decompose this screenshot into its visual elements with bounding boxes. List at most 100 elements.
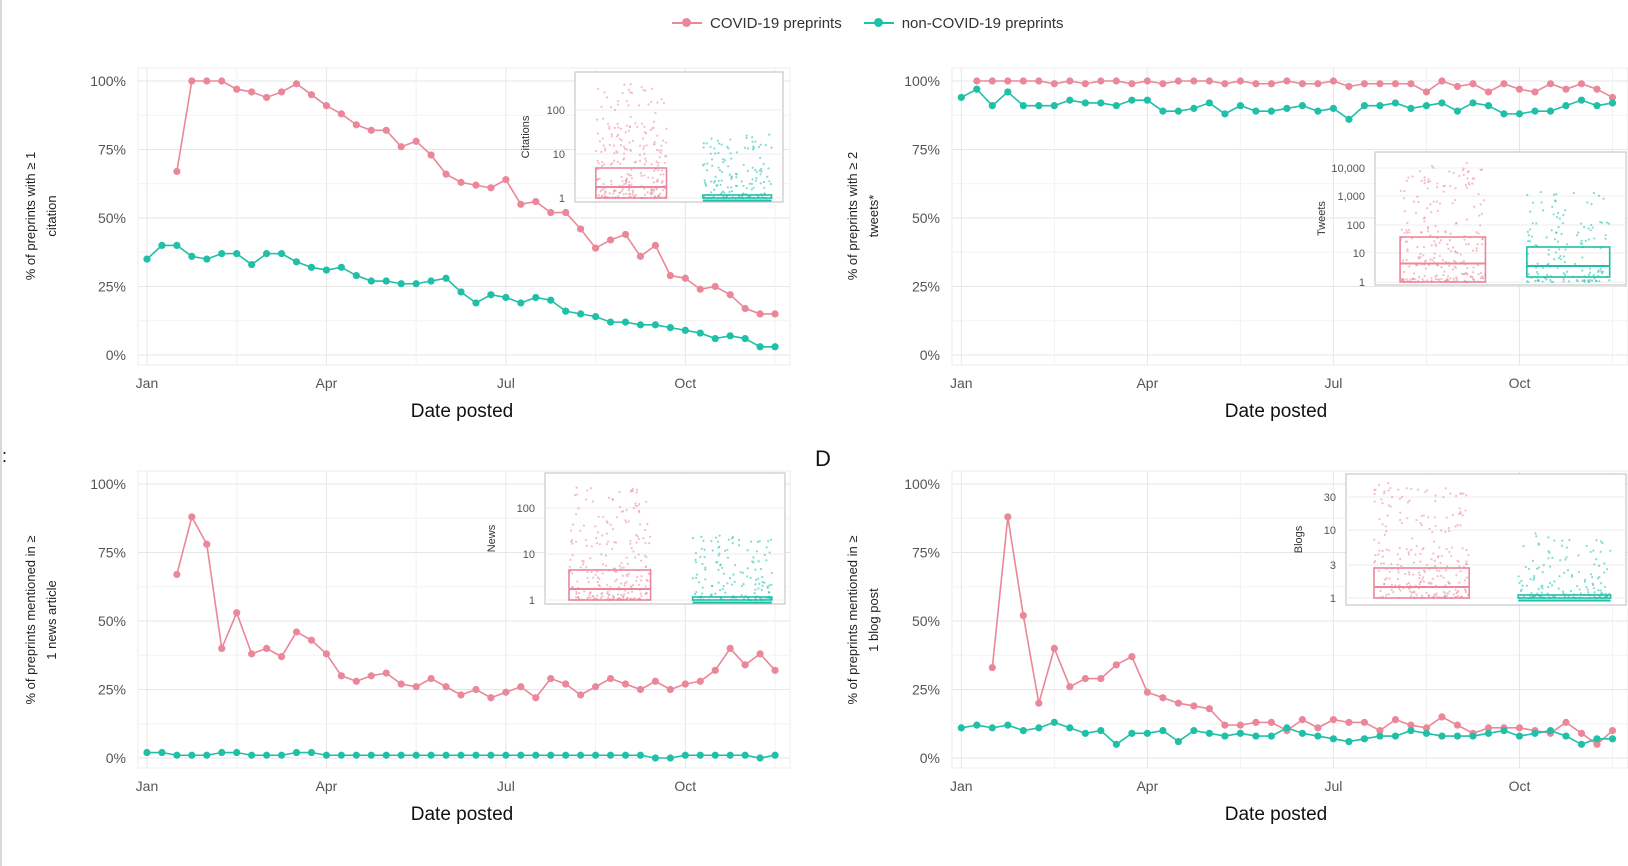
inset-jitter-point [619, 144, 622, 147]
inset-jitter-point [644, 89, 647, 92]
data-point-noncovid [1453, 107, 1462, 115]
inset-jitter-point [1518, 581, 1521, 585]
inset-jitter-point [1436, 575, 1439, 578]
data-point-covid [1608, 93, 1617, 102]
x-tick-label: Jul [497, 778, 515, 794]
inset-jitter-point [1558, 575, 1561, 578]
inset-jitter-point [758, 540, 761, 543]
inset-y-tick-label: 1 [1359, 277, 1365, 289]
inset-jitter-point [1547, 253, 1550, 256]
inset-jitter-point [1432, 166, 1435, 169]
y-tick-label: 0% [920, 750, 940, 766]
data-point-noncovid [1205, 729, 1213, 737]
data-point-covid [472, 685, 480, 694]
inset-jitter-point [1433, 252, 1436, 255]
inset-jitter-point [770, 572, 773, 575]
inset-jitter-point [767, 590, 771, 594]
inset-jitter-point [652, 181, 655, 184]
inset-jitter-point [694, 551, 698, 555]
inset-jitter-point [579, 529, 582, 532]
data-point-covid [1112, 77, 1120, 85]
inset-jitter-point [1551, 205, 1554, 208]
data-point-noncovid [337, 263, 345, 271]
inset-jitter-point [623, 593, 626, 596]
data-point-noncovid [292, 258, 301, 266]
data-point-covid [1174, 77, 1182, 85]
data-point-noncovid [457, 751, 465, 759]
inset-jitter-point [631, 490, 634, 493]
inset-jitter-point [726, 145, 729, 148]
inset-jitter-point [578, 592, 581, 595]
inset-jitter-point [1477, 264, 1480, 267]
inset-jitter-point [1440, 266, 1443, 269]
inset-jitter-point [596, 159, 599, 162]
inset-jitter-point [1593, 563, 1596, 566]
inset-jitter-point [732, 573, 735, 576]
inset-jitter-point [1385, 577, 1388, 580]
inset-jitter-point [1399, 511, 1402, 514]
inset-jitter-point [627, 591, 630, 594]
inset-jitter-point [639, 592, 642, 595]
data-point-noncovid [636, 751, 645, 759]
inset-jitter-point [662, 189, 665, 192]
inset-jitter-point [652, 126, 655, 129]
inset-jitter-point [763, 186, 766, 190]
inset-jitter-point [1449, 492, 1452, 495]
inset-jitter-point [1444, 530, 1447, 533]
inset-jitter-point [1406, 221, 1409, 224]
inset-jitter-point [644, 193, 647, 196]
inset-jitter-point [627, 88, 630, 91]
inset-jitter-point [1373, 538, 1376, 541]
inset-jitter-point [694, 558, 697, 561]
inset-jitter-point [634, 193, 638, 197]
inset-jitter-point [1420, 594, 1424, 597]
inset-jitter-point [1418, 574, 1421, 577]
inset-jitter-point [1400, 521, 1403, 525]
inset-jitter-point [619, 162, 622, 165]
inset-jitter-point [1570, 575, 1573, 578]
inset-jitter-point [1459, 569, 1462, 573]
inset-jitter-point [723, 191, 726, 194]
data-point-covid [412, 683, 420, 691]
inset-jitter-point [1581, 269, 1584, 272]
inset-jitter-point [1592, 191, 1596, 195]
inset-jitter-point [628, 125, 632, 128]
inset-jitter-point [608, 125, 611, 128]
data-point-covid [263, 93, 271, 102]
data-point-noncovid [726, 751, 734, 759]
inset-jitter-point [1405, 179, 1408, 182]
inset-jitter-point [695, 573, 699, 576]
data-point-covid [218, 77, 226, 85]
inset-jitter-point [764, 143, 767, 147]
inset-jitter-point [1462, 492, 1465, 495]
inset-box-covid [1373, 567, 1470, 599]
inset-jitter-point [1426, 207, 1429, 210]
inset-jitter-point [629, 585, 632, 588]
inset-jitter-point [625, 581, 628, 584]
inset-jitter-point [636, 535, 639, 538]
data-point-covid [1484, 88, 1493, 96]
data-point-noncovid [547, 751, 555, 759]
inset-jitter-point [630, 91, 634, 95]
data-point-covid [696, 677, 704, 685]
inset-jitter-point [1559, 559, 1562, 562]
inset-jitter-point [1583, 278, 1586, 282]
data-point-covid [457, 178, 465, 186]
data-point-noncovid [1112, 740, 1120, 748]
inset-jitter-point [1530, 591, 1533, 594]
inset-jitter-point [691, 537, 695, 540]
inset-jitter-point [617, 593, 620, 596]
inset-jitter-point [1558, 217, 1561, 220]
inset-jitter-point [1527, 234, 1530, 237]
data-point-noncovid [322, 266, 331, 274]
inset-jitter-point [750, 188, 753, 191]
inset-jitter-point [1447, 279, 1450, 282]
data-point-noncovid [756, 343, 764, 351]
inset-jitter-point [1473, 205, 1476, 208]
inset-jitter-point [1591, 583, 1595, 587]
data-point-covid [1345, 82, 1353, 91]
data-point-covid [487, 694, 495, 702]
inset-jitter-point [705, 169, 709, 172]
data-point-noncovid [681, 751, 689, 759]
inset-jitter-point [628, 181, 631, 184]
